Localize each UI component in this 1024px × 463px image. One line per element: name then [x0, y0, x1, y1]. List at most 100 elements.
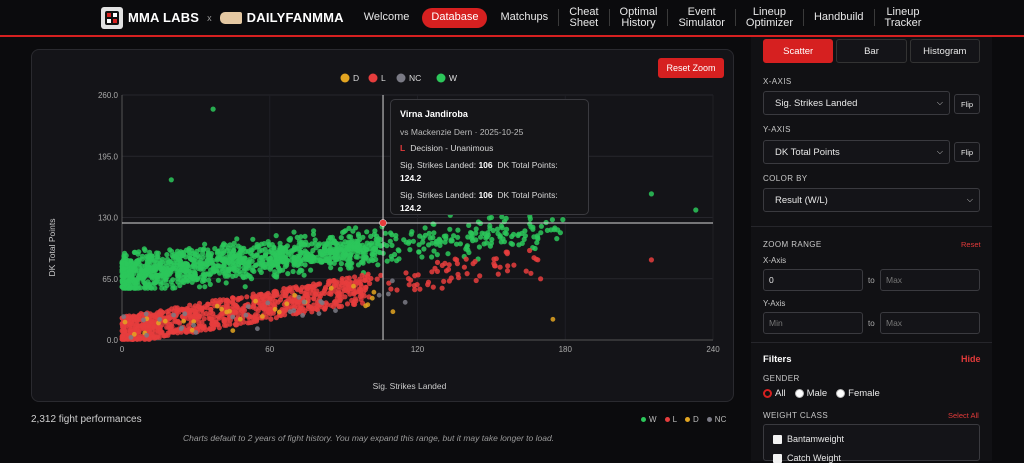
scatter-point[interactable] — [154, 254, 160, 260]
scatter-point[interactable] — [402, 299, 408, 305]
scatter-point[interactable] — [243, 312, 249, 318]
scatter-point[interactable] — [296, 294, 302, 300]
scatter-point[interactable] — [220, 258, 226, 264]
scatter-point[interactable] — [153, 278, 159, 284]
scatter-point[interactable] — [251, 303, 257, 309]
scatter-point[interactable] — [261, 296, 267, 302]
scatter-point[interactable] — [260, 314, 265, 319]
scatter-point[interactable] — [141, 317, 146, 323]
scatter-point[interactable] — [648, 257, 655, 263]
scatter-point[interactable] — [142, 336, 148, 342]
scatter-point[interactable] — [495, 271, 501, 277]
scatter-point[interactable] — [295, 310, 301, 316]
scatter-point[interactable] — [257, 267, 263, 273]
scatter-point[interactable] — [250, 236, 256, 242]
scatter-point[interactable] — [234, 316, 240, 322]
scatter-point[interactable] — [310, 247, 316, 254]
scatter-point[interactable] — [333, 300, 339, 306]
scatter-point[interactable] — [157, 324, 163, 330]
scatter-point[interactable] — [352, 274, 358, 280]
y-axis-select[interactable]: DK Total Points ⌵ — [763, 140, 950, 164]
scatter-point[interactable] — [210, 106, 216, 112]
scatter-point[interactable] — [327, 278, 333, 284]
scatter-point[interactable] — [416, 242, 422, 248]
scatter-point[interactable] — [273, 233, 279, 239]
scatter-point[interactable] — [191, 319, 197, 324]
zoom-reset-link[interactable]: Reset — [961, 240, 981, 249]
scatter-point[interactable] — [332, 288, 338, 294]
scatter-point[interactable] — [309, 309, 315, 315]
y-flip-button[interactable]: Flip — [954, 142, 980, 162]
scatter-point[interactable] — [219, 311, 225, 317]
scatter-point[interactable] — [430, 284, 436, 290]
scatter-point[interactable] — [280, 246, 286, 252]
scatter-point[interactable] — [327, 246, 333, 253]
scatter-point[interactable] — [456, 275, 462, 281]
scatter-point[interactable] — [217, 255, 223, 261]
scatter-point[interactable] — [447, 226, 453, 232]
scatter-point[interactable] — [461, 264, 467, 270]
scatter-point[interactable] — [284, 262, 290, 268]
scatter-point[interactable] — [473, 277, 479, 284]
scatter-point[interactable] — [155, 274, 161, 280]
scatter-point[interactable] — [236, 261, 242, 268]
scatter-point[interactable] — [406, 239, 412, 245]
scatter-point[interactable] — [132, 249, 138, 255]
scatter-point[interactable] — [162, 318, 168, 324]
scatter-point[interactable] — [121, 314, 127, 320]
scatter-point[interactable] — [237, 316, 243, 322]
scatter-point[interactable] — [491, 256, 497, 262]
scatter-point[interactable] — [147, 262, 153, 268]
scatter-point[interactable] — [200, 311, 206, 317]
scatter-point[interactable] — [340, 285, 347, 292]
scatter-point[interactable] — [155, 333, 161, 340]
scatter-point[interactable] — [328, 291, 334, 297]
scatter-point[interactable] — [168, 269, 174, 275]
scatter-point[interactable] — [227, 308, 233, 314]
scatter-point[interactable] — [225, 298, 231, 304]
scatter-point[interactable] — [434, 268, 440, 274]
scatter-point[interactable] — [338, 261, 344, 267]
scatter-point[interactable] — [421, 246, 427, 252]
scatter-point[interactable] — [376, 292, 382, 298]
scatter-point[interactable] — [328, 302, 334, 308]
scatter-point[interactable] — [387, 230, 394, 236]
scatter-point[interactable] — [356, 243, 363, 249]
scatter-point[interactable] — [156, 320, 161, 326]
scatter-point[interactable] — [442, 260, 448, 266]
scatter-point[interactable] — [266, 306, 272, 312]
scatter-point[interactable] — [167, 264, 173, 271]
scatter-point[interactable] — [160, 256, 166, 262]
scatter-point[interactable] — [449, 238, 455, 244]
scatter-point[interactable] — [303, 289, 309, 295]
scatter-point[interactable] — [184, 267, 190, 274]
scatter-point[interactable] — [337, 297, 343, 303]
scatter-point[interactable] — [163, 272, 169, 278]
scatter-point[interactable] — [326, 260, 333, 266]
scatter-point[interactable] — [523, 268, 529, 274]
scatter-point[interactable] — [302, 248, 308, 254]
scatter-point[interactable] — [305, 242, 311, 248]
scatter-point[interactable] — [358, 296, 364, 303]
scatter-point[interactable] — [152, 285, 158, 291]
scatter-point[interactable] — [401, 237, 407, 243]
scatter-point[interactable] — [267, 266, 273, 272]
scatter-point[interactable] — [405, 276, 412, 282]
scatter-point[interactable] — [351, 291, 357, 297]
scatter-point[interactable] — [359, 272, 365, 278]
scatter-point[interactable] — [359, 292, 365, 298]
scatter-point[interactable] — [328, 265, 334, 271]
scatter-point[interactable] — [306, 295, 312, 301]
scatter-point[interactable] — [367, 280, 373, 287]
scatter-point[interactable] — [499, 214, 505, 220]
scatter-point[interactable] — [170, 265, 177, 271]
scatter-point[interactable] — [374, 276, 380, 282]
scatter-point[interactable] — [386, 291, 391, 297]
scatter-point[interactable] — [181, 318, 187, 324]
scatter-point[interactable] — [446, 262, 452, 268]
scatter-point[interactable] — [230, 273, 236, 279]
zoom-x-min-input[interactable]: 0 — [763, 269, 863, 291]
scatter-point[interactable] — [206, 277, 212, 283]
nav-lineup-tracker[interactable]: Lineup Tracker — [873, 6, 932, 28]
scatter-point[interactable] — [168, 321, 175, 327]
